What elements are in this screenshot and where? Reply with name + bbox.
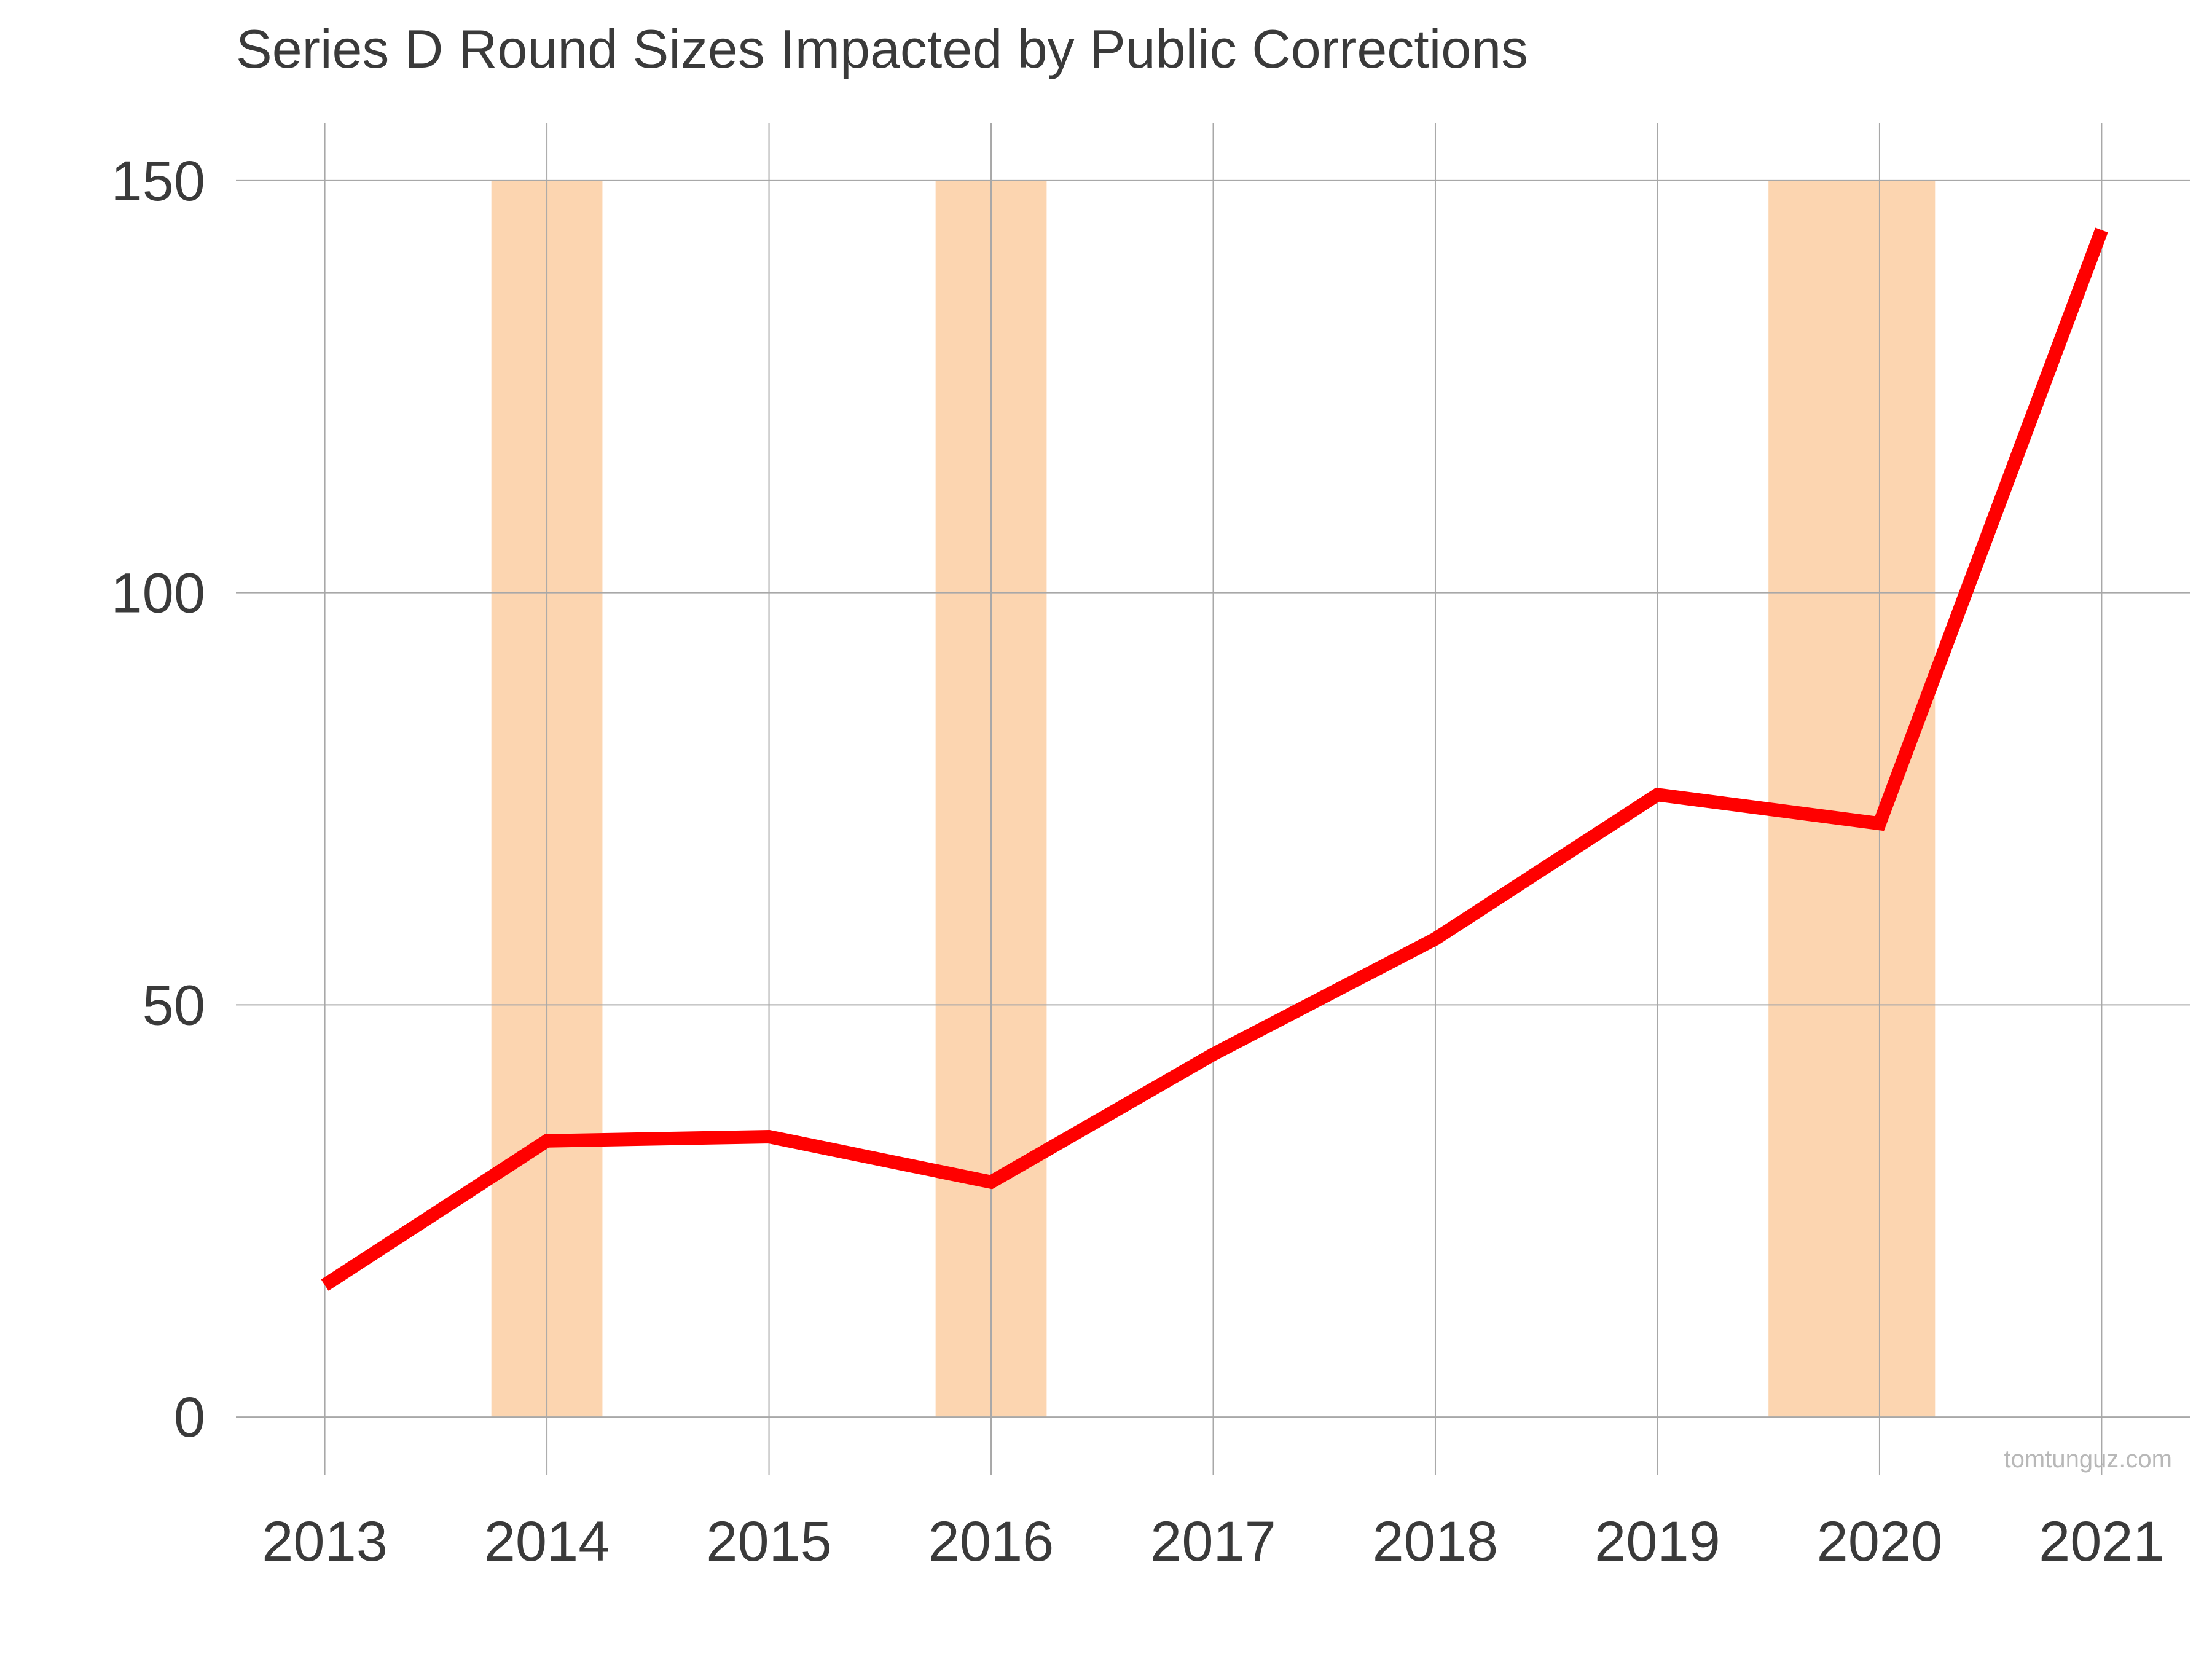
y-tick-label: 100 bbox=[111, 562, 206, 625]
series-line-1 bbox=[321, 227, 2108, 1291]
chart-title: Series D Round Sizes Impacted by Public … bbox=[236, 18, 1528, 79]
y-tick-label: 150 bbox=[111, 150, 206, 213]
x-tick-label: 2017 bbox=[1150, 1510, 1276, 1573]
x-axis-ticks: 2013 2014 2015 2016 2017 2018 2019 2020 2021 bbox=[262, 1510, 2164, 1573]
x-tick-label: 2021 bbox=[2039, 1510, 2165, 1573]
y-axis-ticks: 0 50 100 150 bbox=[111, 150, 206, 1449]
x-tick-label: 2016 bbox=[928, 1510, 1054, 1573]
series-lines bbox=[321, 227, 2108, 1291]
x-tick-label: 2019 bbox=[1594, 1510, 1720, 1573]
x-tick-label: 2015 bbox=[706, 1510, 832, 1573]
watermark-text: tomtunguz.com bbox=[2004, 1446, 2172, 1473]
x-tick-label: 2014 bbox=[484, 1510, 610, 1573]
grid-lines bbox=[236, 123, 2190, 1475]
x-tick-label: 2020 bbox=[1817, 1510, 1943, 1573]
shaded-region-3 bbox=[1768, 180, 1936, 1418]
x-tick-label: 2013 bbox=[262, 1510, 388, 1573]
x-tick-label: 2018 bbox=[1373, 1510, 1499, 1573]
y-tick-label: 50 bbox=[143, 974, 205, 1037]
y-tick-label: 0 bbox=[174, 1386, 205, 1449]
